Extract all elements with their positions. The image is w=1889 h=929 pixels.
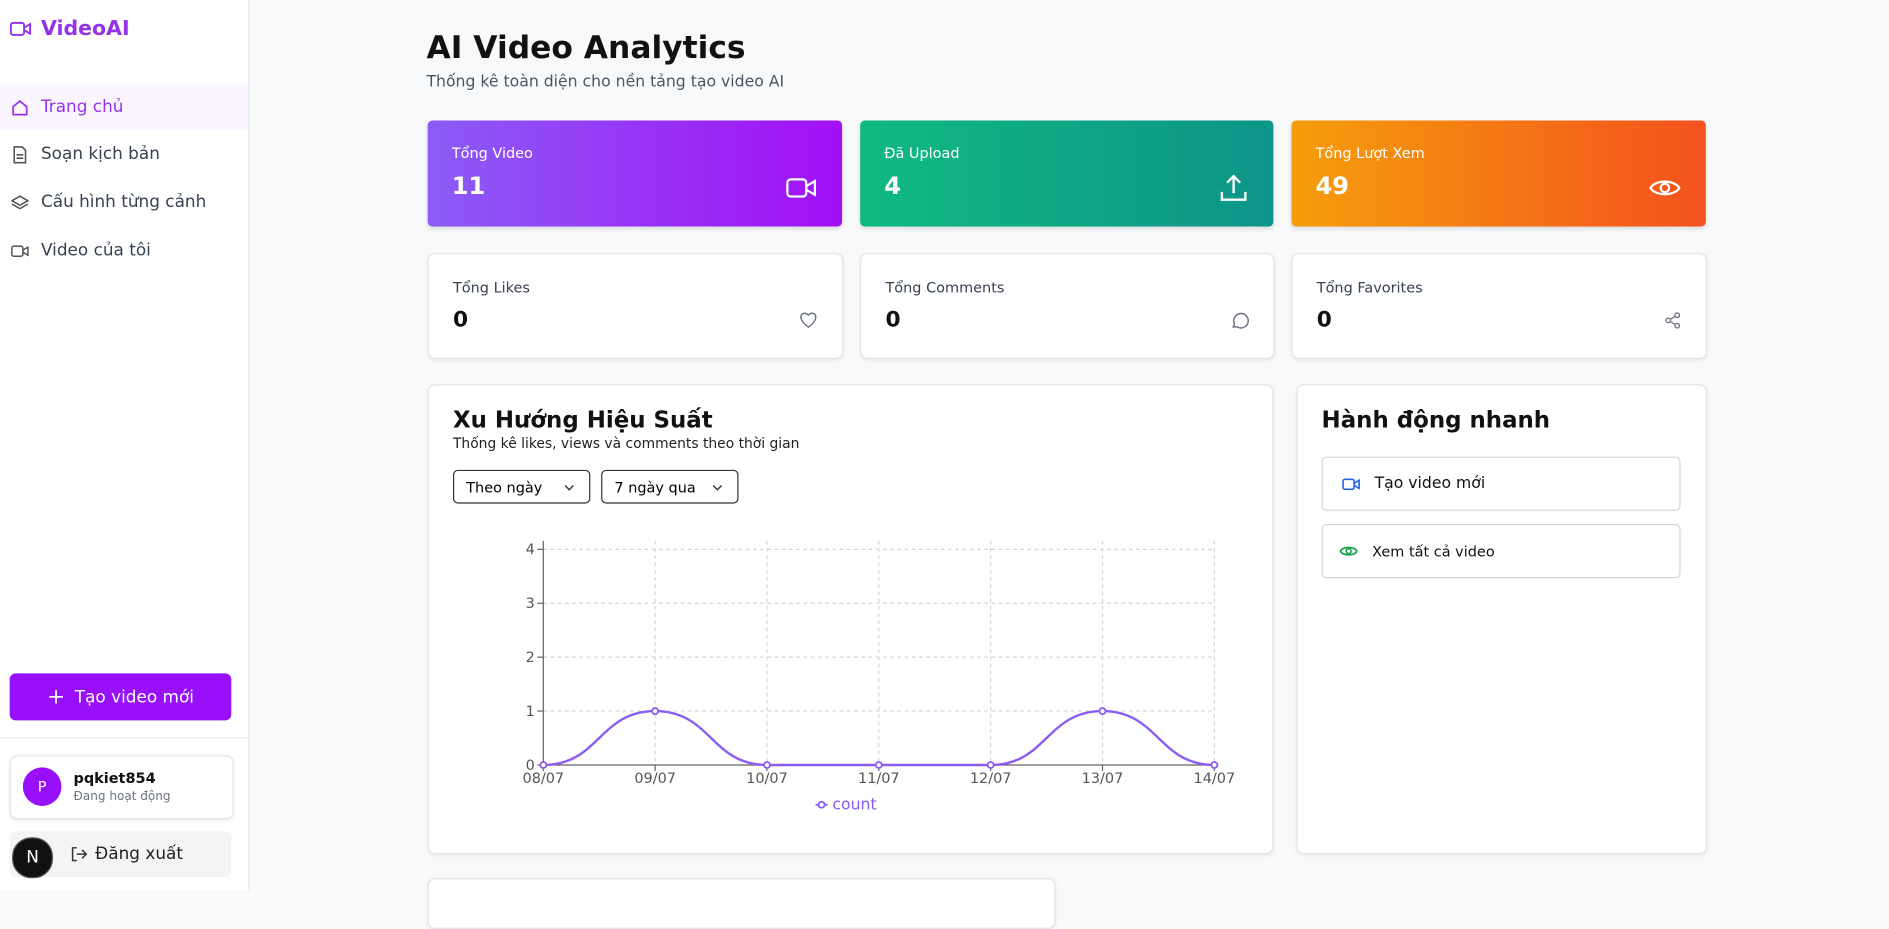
plus-icon: + [46,684,66,710]
quick-action[interactable]: Tạo video mới [1321,456,1681,511]
x-tick-label: 12/07 [970,771,1012,787]
y-tick-label: 1 [526,704,535,720]
point [651,707,660,715]
stat-value: 49 [1315,171,1350,200]
doc-icon [13,145,27,163]
logout-icon [71,847,88,862]
nav-label: Cấu hình từng cảnh [40,192,207,213]
point [986,761,995,769]
upload-icon [1220,174,1247,201]
x-tick-label: 14/07 [1194,771,1236,787]
user-name: pqkiet854 [73,769,156,787]
legend-label: count [832,795,876,814]
point [539,761,548,769]
stat-card: Tổng Comments 0 [860,252,1275,360]
stat-card: Tổng Video 11 [427,120,843,227]
y-tick-label: 0 [526,758,535,774]
stat-card: Tổng Likes 0 [427,252,844,360]
stat-card: Tổng Favorites 0 [1291,252,1708,360]
chart-title: Xu Hướng Hiệu Suất [452,407,713,434]
nav-item[interactable]: Cấu hình từng cảnh [0,180,248,226]
share-icon [1665,312,1681,329]
chevron [564,484,574,491]
quick-actions-title: Hành động nhanh [1321,407,1551,434]
video-icon [1342,477,1360,490]
nav-item[interactable]: Video của tôi [0,228,248,274]
logo[interactable]: VideoAI [40,16,130,41]
chart-subtitle: Thống kê likes, views và comments theo t… [452,434,800,452]
quick-action[interactable]: Xem tất cả video [1321,524,1681,579]
legend-marker [817,800,826,809]
video-icon [11,244,29,257]
stat-value: 11 [451,171,486,200]
stat-value: 0 [885,307,901,333]
divider [0,737,249,739]
logout-label: Đăng xuất [95,844,183,864]
y-tick-label: 4 [526,542,535,558]
heart-icon [800,312,817,328]
stat-label: Tổng Video [451,144,533,162]
app: VideoAI Trang chủ Soạn kịch bản Cấu hình… [0,0,1708,929]
chevron [712,484,723,491]
select-label: Theo ngày [466,479,543,497]
page: VideoAI Trang chủ Soạn kịch bản Cấu hình… [0,0,1708,929]
filter-select[interactable]: Theo ngày [452,469,591,504]
stat-label: Tổng Likes [452,279,530,297]
quick-actions-card: Hành động nhanh Tạo video mới Xem tất cả… [1296,384,1708,855]
y-tick-label: 3 [526,596,535,612]
stat-label: Đã Upload [884,144,960,162]
stat-value: 4 [884,171,902,200]
eye-icon [1649,180,1681,196]
x-tick-label: 11/07 [858,771,900,787]
select-label: 7 ngày qua [614,479,696,497]
stat-label: Tổng Favorites [1316,279,1423,297]
user-status: Đang hoạt động [73,790,171,804]
eye-icon [1339,546,1358,556]
nav-label: Trang chủ [40,97,124,117]
logo-icon [9,21,32,36]
line-chart: 0 1 2 3 4 08/07 09/07 10/07 11/07 12/07 13/07 14/07… [523,540,1236,814]
chart-card: Xu Hướng Hiệu Suất Thống kê likes, views… [427,384,1274,855]
point [763,761,771,769]
nav-item[interactable]: Trang chủ [0,84,249,131]
home-icon [12,99,28,115]
user-card: P pqkiet854 Đang hoạt động [9,755,234,820]
dev-badge[interactable]: N [12,837,54,879]
stat-value: 0 [1316,307,1332,333]
x-tick-label: 10/07 [746,771,788,787]
stat-label: Tổng Lượt Xem [1315,144,1425,162]
comment-icon [1232,312,1249,329]
sidebar: VideoAI Trang chủ Soạn kịch bản Cấu hình… [0,0,250,891]
nav-item[interactable]: Soạn kịch bản [0,131,248,177]
layers-icon [10,194,29,209]
video-icon [786,178,817,198]
action-label: Xem tất cả video [1372,542,1495,560]
point [1098,707,1107,715]
page-subtitle: Thống kê toàn diện cho nền tảng tạo vide… [426,73,785,92]
nav-label: Video của tôi [40,240,151,261]
button-label: Tạo video mới [74,687,194,707]
create-button[interactable]: + Tạo video mới [9,673,232,721]
stat-card: Tổng Lượt Xem 49 [1291,120,1706,227]
bottom-card [427,878,1056,929]
avatar: P [22,767,62,806]
stat-label: Tổng Comments [885,279,1005,297]
y-tick-label: 2 [526,650,535,666]
x-tick-label: 08/07 [523,771,565,787]
filter-select[interactable]: 7 ngày qua [601,469,739,504]
point [1210,761,1219,769]
point [874,761,883,769]
nav-label: Soạn kịch bản [40,144,160,164]
x-tick-label: 09/07 [634,771,676,787]
stat-card: Đã Upload 4 [860,120,1274,227]
stat-value: 0 [452,307,469,333]
page-title: AI Video Analytics [426,30,746,67]
x-tick-label: 13/07 [1082,771,1124,787]
action-label: Tạo video mới [1374,474,1486,493]
